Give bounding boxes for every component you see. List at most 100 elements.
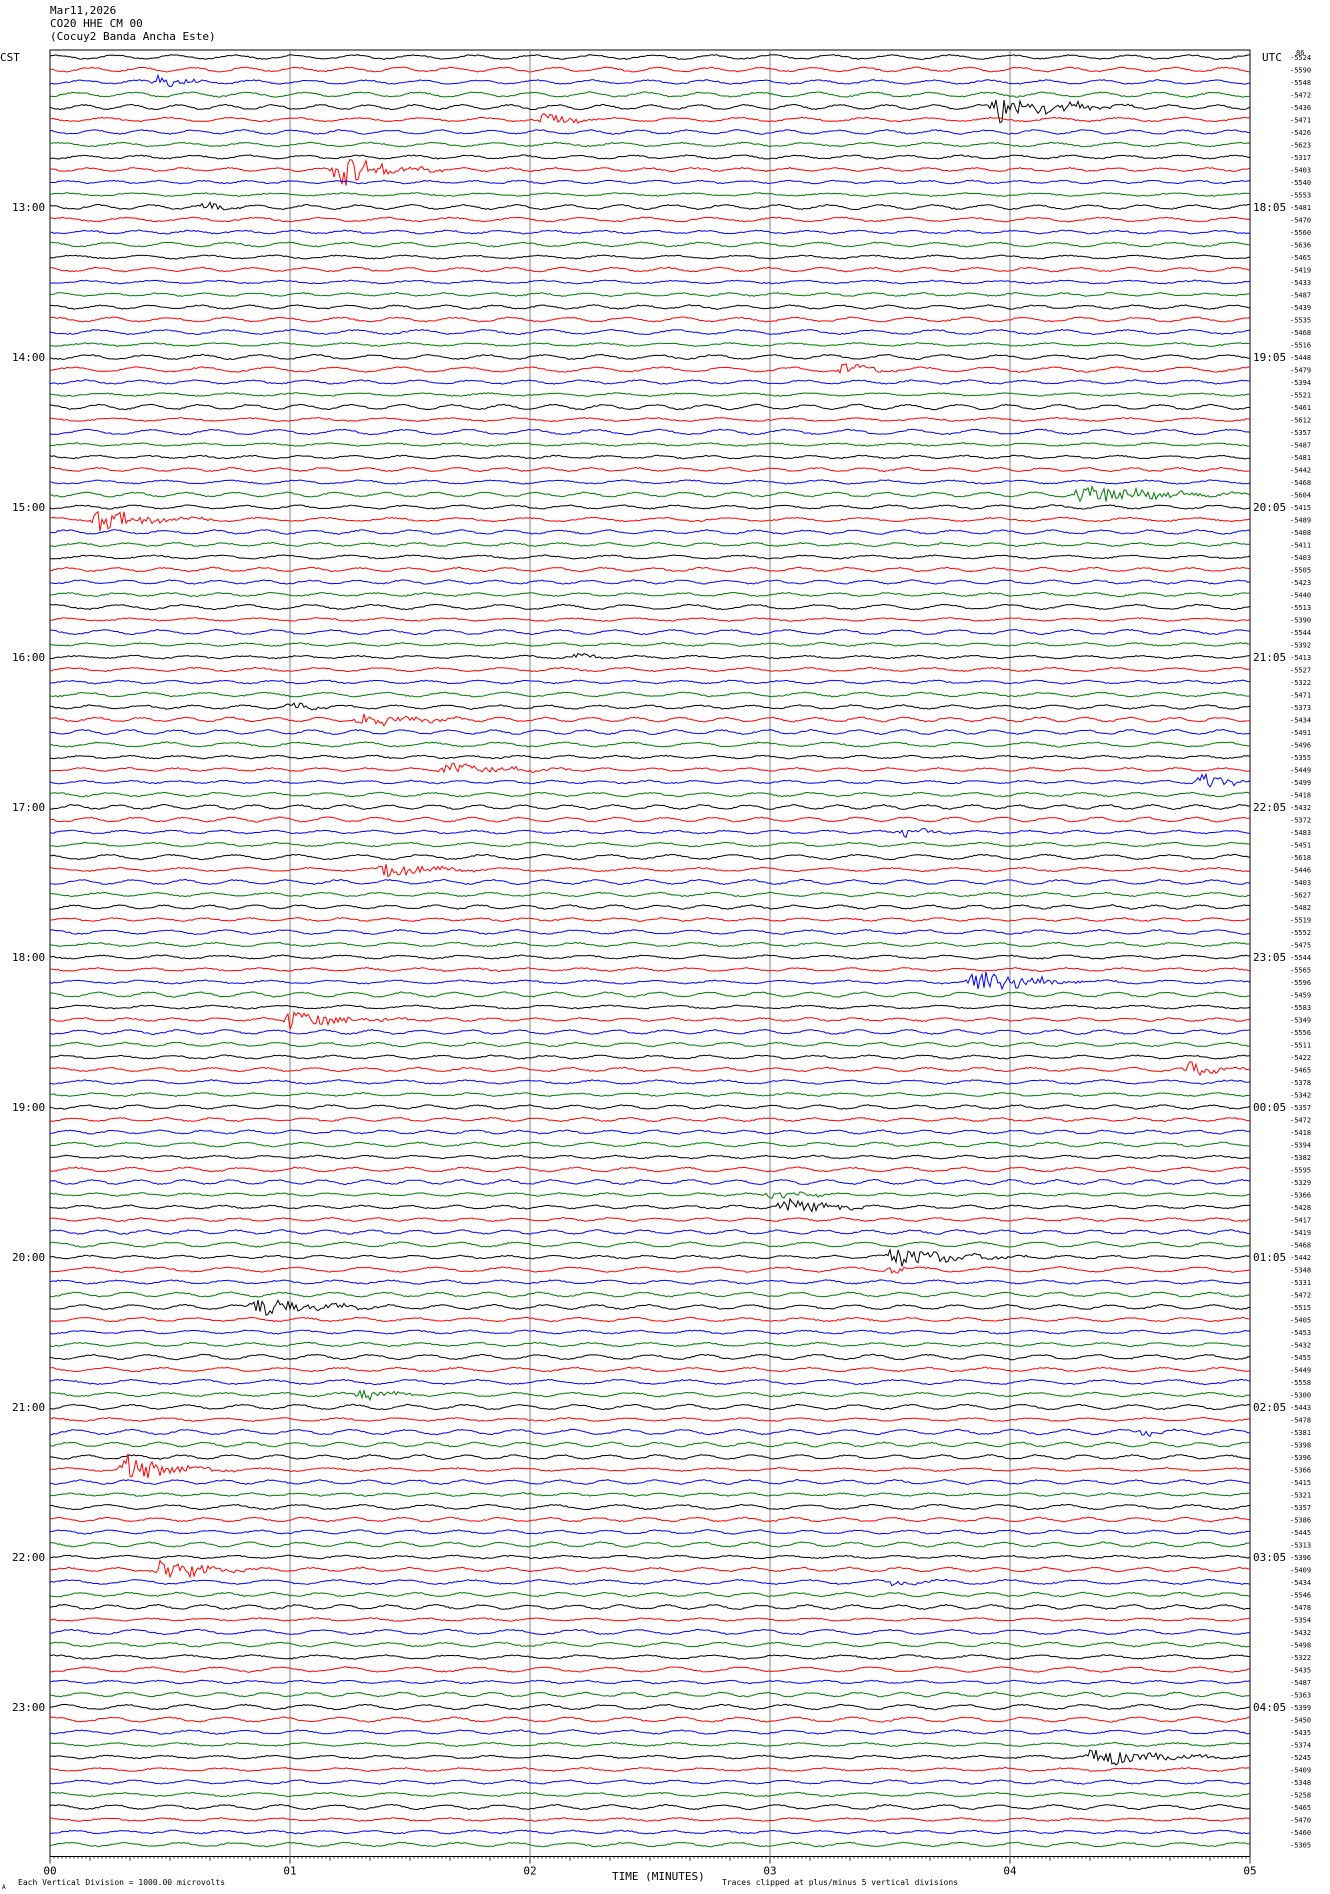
trace-offset-label: -5403 (1290, 167, 1311, 175)
seismic-trace (50, 392, 1251, 397)
trace-offset-label: -5560 (1290, 229, 1311, 237)
seismic-trace (49, 1641, 1251, 1648)
trace-offset-label: -5322 (1290, 679, 1311, 687)
trace-offset-label: -5415 (1290, 1479, 1311, 1487)
trace-offset-label: -5465 (1290, 1804, 1311, 1812)
trace-offset-label: -5527 (1290, 667, 1311, 675)
right-hour-label: 18:05 (1253, 201, 1286, 214)
trace-offset-label: -5435 (1290, 1667, 1311, 1675)
seismic-trace (49, 1061, 1251, 1077)
trace-offset-label: -5460 (1290, 1829, 1311, 1837)
trace-offset-label: -5411 (1290, 542, 1311, 550)
seismic-trace (49, 1388, 1251, 1402)
trace-offset-label: -5373 (1290, 704, 1311, 712)
trace-offset-label: -5331 (1290, 1279, 1311, 1287)
seismic-trace (49, 1453, 1251, 1479)
seismic-trace (50, 1092, 1251, 1097)
seismic-trace (49, 1266, 1251, 1274)
trace-offset-label: -5329 (1290, 1179, 1311, 1187)
seismic-trace (49, 941, 1251, 948)
seismic-trace (49, 954, 1251, 960)
top-scale-label: 86 (1296, 49, 1304, 57)
trace-offset-label: -5540 (1290, 179, 1311, 187)
seismic-trace (49, 579, 1251, 585)
trace-offset-label: -5317 (1290, 154, 1311, 162)
seismic-trace (49, 1353, 1251, 1361)
seismic-trace (49, 141, 1251, 148)
trace-offset-label: -5396 (1290, 1554, 1311, 1562)
seismic-trace (49, 628, 1251, 636)
seismic-trace (49, 316, 1251, 323)
trace-offset-label: -5636 (1290, 242, 1311, 250)
left-hour-label: 21:00 (12, 1401, 45, 1414)
trace-offset-label: -5398 (1290, 1442, 1311, 1450)
clip-note: Traces clipped at plus/minus 5 vertical … (722, 1878, 958, 1887)
trace-offset-label: -5496 (1290, 742, 1311, 750)
trace-offset-label: -5415 (1290, 504, 1311, 512)
seismic-trace (49, 1791, 1251, 1798)
trace-offset-label: -5423 (1290, 579, 1311, 587)
trace-offset-label: -5511 (1290, 1042, 1311, 1050)
seismic-trace (49, 967, 1251, 972)
seismic-trace (49, 179, 1251, 185)
trace-offset-label: -5448 (1290, 354, 1311, 362)
seismic-trace (49, 891, 1251, 898)
seismic-trace (49, 929, 1250, 935)
trace-offset-label: -5432 (1290, 804, 1311, 812)
trace-offset-label: -5445 (1290, 1529, 1311, 1537)
seismic-trace (49, 816, 1251, 823)
seismic-trace (49, 428, 1251, 436)
seismic-trace (49, 1299, 1251, 1316)
trace-offset-label: -5513 (1290, 604, 1311, 612)
trace-offset-label: -5357 (1290, 1504, 1311, 1512)
seismic-trace (49, 666, 1251, 673)
trace-offset-label: -5366 (1290, 1192, 1311, 1200)
seismic-trace (49, 442, 1251, 447)
seismic-trace (49, 1529, 1251, 1535)
seismic-trace (49, 416, 1251, 423)
trace-offset-label: -5604 (1290, 492, 1311, 500)
seismic-trace (49, 1366, 1251, 1373)
seismic-trace (49, 266, 1251, 273)
trace-offset-label: -5432 (1290, 1629, 1311, 1637)
trace-offset-label: -5417 (1290, 1217, 1311, 1225)
seismic-trace (49, 1779, 1251, 1785)
trace-offset-label: -5442 (1290, 467, 1311, 475)
left-hour-label: 13:00 (12, 201, 45, 214)
trace-offset-label: -5548 (1290, 79, 1311, 87)
trace-offset-label: -5386 (1290, 1517, 1311, 1525)
trace-offset-label: -5366 (1290, 1467, 1311, 1475)
seismic-trace (49, 158, 1251, 186)
seismic-trace (49, 1829, 1251, 1835)
seismic-trace (49, 1603, 1251, 1610)
trace-offset-label: -5390 (1290, 617, 1311, 625)
seismic-trace (49, 1378, 1251, 1386)
seismic-trace (49, 529, 1251, 535)
trace-offset-label: -5403 (1290, 554, 1311, 562)
trace-offset-label: -5472 (1290, 1292, 1311, 1300)
seismic-trace (49, 91, 1251, 98)
trace-offset-label: -5627 (1290, 892, 1311, 900)
seismic-trace (49, 691, 1250, 698)
seismic-trace (50, 1129, 1251, 1135)
trace-offset-label: -5472 (1290, 1117, 1311, 1125)
trace-offset-label: -5354 (1290, 1617, 1311, 1625)
right-hour-label: 23:05 (1253, 951, 1286, 964)
seismic-trace (49, 772, 1251, 788)
seismic-trace (49, 1166, 1250, 1173)
trace-offset-label: -5516 (1290, 342, 1311, 350)
seismic-trace (49, 1691, 1251, 1698)
trace-offset-label: -5481 (1290, 454, 1311, 462)
seismic-trace (49, 827, 1251, 839)
trace-offset-label: -5505 (1290, 567, 1311, 575)
seismic-trace (49, 1749, 1251, 1766)
x-tick-label: 03 (763, 1865, 776, 1878)
trace-offset-label: -5459 (1290, 992, 1311, 1000)
seismic-trace (50, 1191, 1251, 1200)
x-tick-label: 01 (283, 1865, 296, 1878)
seismic-trace (49, 904, 1251, 910)
seismic-trace (49, 1628, 1251, 1636)
trace-offset-label: -5453 (1290, 1329, 1311, 1337)
seismic-trace (49, 1116, 1251, 1123)
